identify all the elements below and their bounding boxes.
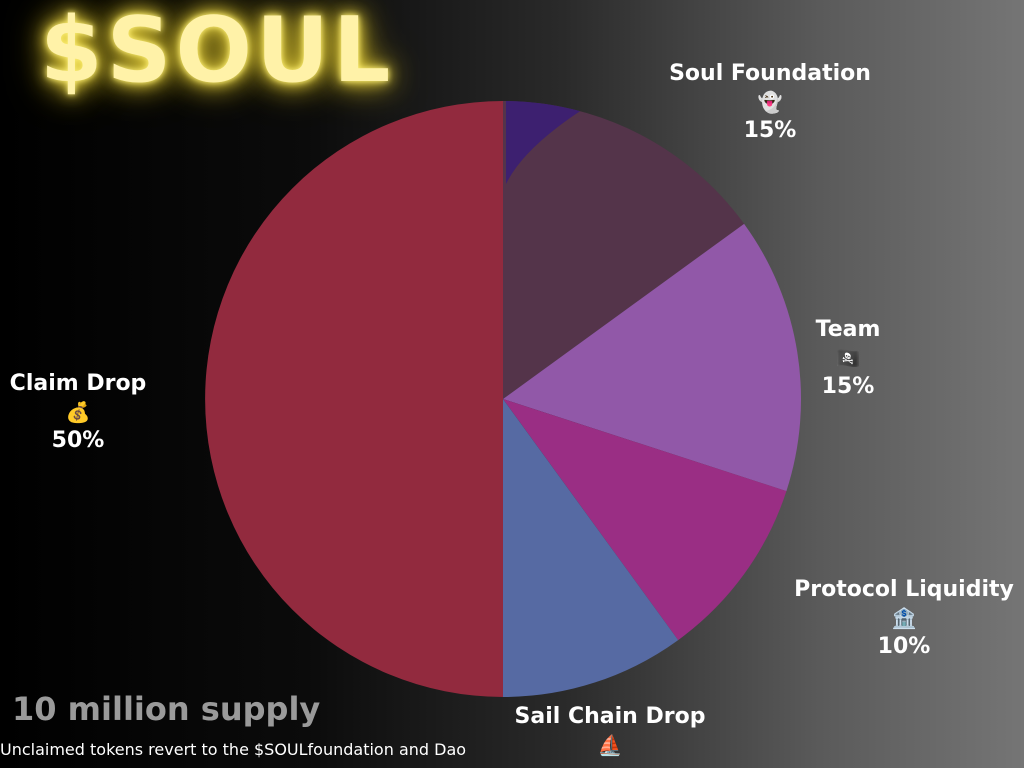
label-sail-chain-drop: Sail Chain Drop ⛵ [500,703,720,760]
label-claim-drop-name: Claim Drop [9,371,147,396]
money-bag-icon: 💰 [65,399,91,424]
pie-slice-team [503,223,801,492]
label-claim-drop: Claim Drop 💰 50% [0,370,156,454]
label-soul-foundation-percent: 15% [743,117,797,143]
label-protocol-liquidity-name: Protocol Liquidity [794,577,1014,602]
pirate-flag-icon: 🏴‍☠️ [835,345,861,370]
label-protocol-liquidity-percent: 10% [877,633,931,659]
label-sail-chain-drop-name: Sail Chain Drop [514,704,706,729]
pie-slice-claim-drop [205,101,503,697]
ghost-icon: 👻 [757,89,783,114]
pie-slice-protocol-liquidity [503,399,787,641]
label-claim-drop-percent: 50% [51,427,105,453]
sailboat-icon: ⛵ [597,732,623,757]
pie-slice-soul-foundation [503,101,745,399]
pie-slice-accent [506,101,581,184]
label-team-name: Team [815,317,881,342]
label-protocol-liquidity: Protocol Liquidity 🏦 10% [794,576,1014,660]
bank-icon: 🏦 [891,605,917,630]
chart-title: $SOUL [40,0,395,103]
label-soul-foundation-name: Soul Foundation [669,61,871,86]
label-soul-foundation: Soul Foundation 👻 15% [660,60,880,144]
label-team-percent: 15% [821,373,875,399]
pie-slice-sail-chain-drop [503,399,679,697]
label-team: Team 🏴‍☠️ 15% [778,316,918,400]
footnote: Unclaimed tokens revert to the $SOULfoun… [0,740,467,759]
supply-text: 10 million supply [12,690,321,728]
